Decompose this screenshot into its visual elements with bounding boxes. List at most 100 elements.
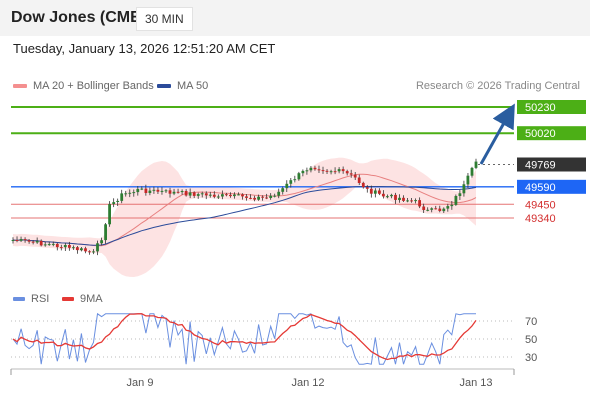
candle-body (369, 188, 373, 194)
candle-body (269, 195, 273, 198)
rsi-tick-30: 30 (525, 352, 537, 364)
legend-rsi-ma-label: 9MA (80, 293, 103, 305)
candle-body (357, 177, 361, 183)
candlesticks (11, 158, 478, 256)
candle-body (410, 200, 413, 202)
candle-body (19, 239, 23, 241)
legend-rsi-swatch (13, 297, 25, 302)
candle-body (160, 190, 164, 192)
candle-body (321, 170, 325, 172)
candle-body (313, 167, 317, 170)
candle-body (426, 209, 430, 211)
legend-rsi-ma-swatch (62, 297, 74, 302)
candle-body (108, 204, 111, 225)
candle-body (466, 175, 470, 185)
price-level-labels: 50230 50020 49769 49590 49450 49340 (517, 100, 586, 225)
candle-body (253, 197, 256, 200)
candle-body (241, 194, 244, 197)
candle-body (305, 170, 309, 172)
candle-body (116, 200, 120, 202)
candle-body (382, 193, 385, 197)
candle-body (233, 194, 236, 197)
candle-body (136, 188, 140, 193)
candle-body (68, 245, 71, 248)
price-level-label-49450: 49450 (525, 199, 556, 211)
candle-body (454, 196, 458, 205)
chart-datetime: Tuesday, January 13, 2026 12:51:20 AM CE… (13, 41, 276, 56)
candle-body (11, 240, 15, 241)
candle-body (88, 251, 91, 253)
candle-body (249, 197, 252, 199)
candle-body (100, 240, 103, 244)
candle-body (80, 248, 83, 251)
candle-body (63, 245, 67, 248)
moving-averages (12, 173, 477, 247)
candle-body (84, 248, 87, 252)
candle-body (337, 169, 341, 172)
candle-body (192, 192, 196, 196)
candle-body (414, 200, 417, 202)
candle-body (289, 180, 293, 184)
rsi-line (12, 312, 476, 365)
candle-body (55, 243, 59, 248)
candle-body (378, 190, 381, 194)
candle-body (196, 194, 200, 196)
candle-body (96, 243, 99, 252)
candle-body (293, 179, 297, 181)
candle-body (27, 240, 31, 242)
candle-body (184, 191, 188, 196)
candle-body (390, 194, 393, 197)
legend-bollinger: MA 20 + Bollinger Bands (13, 80, 154, 92)
candle-body (128, 192, 132, 194)
timeframe-button[interactable]: 30 MIN (136, 7, 193, 31)
candle-body (112, 202, 116, 205)
candle-body (285, 183, 289, 189)
time-axis: Jan 9 Jan 12 Jan 13 (10, 368, 515, 389)
candle-body (281, 188, 285, 192)
candle-body (394, 194, 397, 200)
legend-bollinger-label: MA 20 + Bollinger Bands (33, 80, 154, 92)
candle-body (156, 189, 160, 192)
candle-body (59, 247, 63, 249)
price-level-label-50020: 50020 (525, 128, 556, 140)
candle-body (164, 190, 168, 192)
candle-body (152, 189, 156, 191)
candle-body (257, 196, 260, 200)
price-level-label-49340: 49340 (525, 213, 556, 225)
rsi-ma-line (12, 313, 477, 361)
candle-body (474, 161, 478, 168)
candle-body (345, 171, 349, 174)
legend-rsi-label: RSI (31, 293, 50, 305)
candle-body (341, 169, 345, 172)
candle-body (309, 167, 313, 171)
candle-body (229, 194, 232, 197)
price-level-label-50230: 50230 (525, 102, 556, 114)
candle-body (208, 194, 212, 196)
legend-ma50: MA 50 (157, 80, 208, 92)
candle-body (132, 192, 136, 194)
candle-body (43, 244, 47, 246)
candle-body (225, 194, 228, 196)
candle-body (104, 224, 107, 241)
candle-body (434, 208, 438, 210)
time-tick-jan-13: Jan 13 (459, 377, 492, 389)
price-level-badge-50230 (517, 100, 586, 114)
rsi-tick-50: 50 (525, 334, 537, 346)
candle-body (317, 169, 321, 171)
price-level-badge-50020 (517, 126, 586, 141)
candle-body (422, 206, 426, 210)
candle-body (39, 240, 43, 246)
chart-header (0, 0, 590, 36)
instrument-title: Dow Jones (CME) (11, 9, 147, 26)
candle-body (349, 173, 353, 175)
candle-body (297, 173, 301, 180)
candle-body (329, 171, 333, 173)
candle-body (47, 244, 51, 246)
candle-body (462, 184, 466, 194)
bollinger-band-area (13, 157, 476, 277)
price-levels (11, 106, 514, 219)
candle-body (277, 191, 281, 196)
candle-body (168, 190, 172, 194)
candle-body (450, 204, 454, 207)
